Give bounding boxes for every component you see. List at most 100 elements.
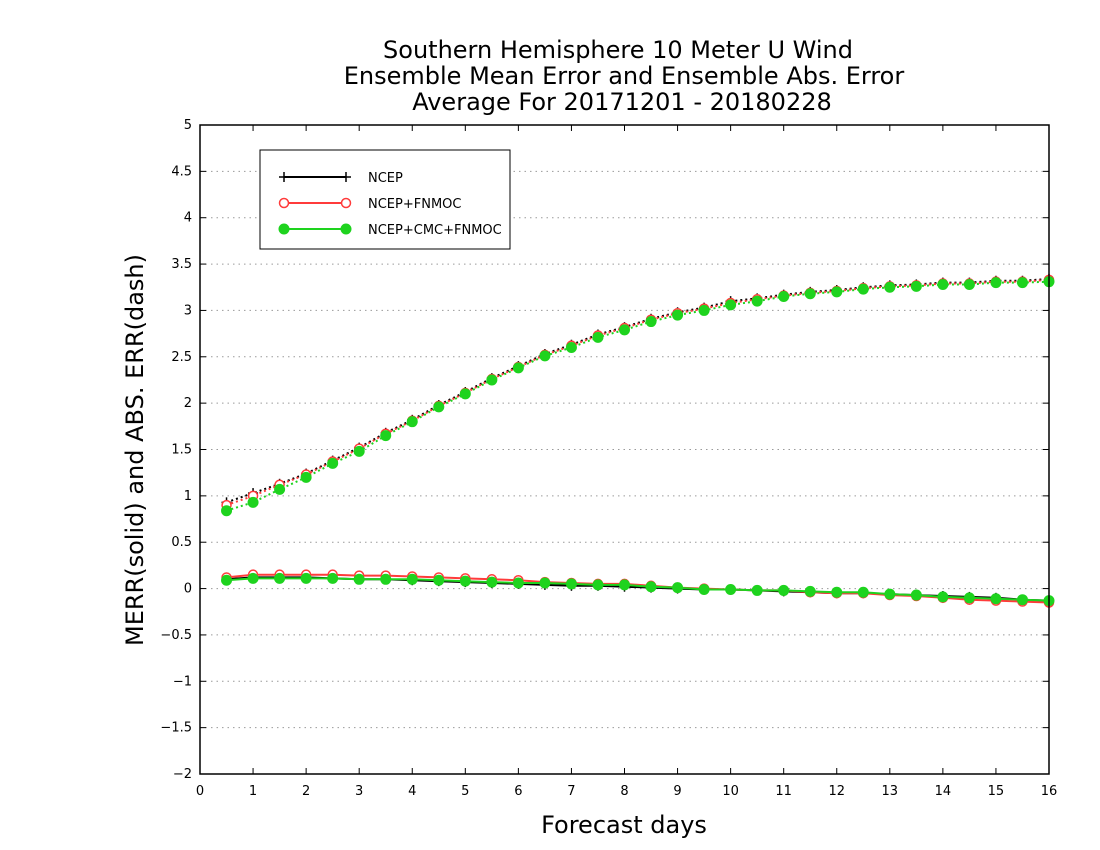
merr-point-ncep-cmc-fnmoc [274,572,286,584]
legend-marker-end-ncep-cmc-fnmoc [340,223,352,235]
merr-point-ncep-cmc-fnmoc [937,591,949,603]
abs-err-point-ncep-cmc-fnmoc [512,362,524,374]
y-tick-label: 3.5 [171,257,192,272]
merr-point-ncep-cmc-fnmoc [300,572,312,584]
abs-err-line-ncep-cmc-fnmoc [226,280,1050,512]
legend: NCEP NCEP+FNMOC NCEP+CMC+FNMOC [259,149,511,250]
x-tick-label: 3 [355,784,363,799]
abs-err-point-ncep-cmc-fnmoc [884,281,896,293]
abs-err-point-ncep-cmc-fnmoc [751,295,763,307]
merr-point-ncep-cmc-fnmoc [380,573,392,585]
y-tick-label: −2 [173,767,192,782]
abs-err-point-ncep-cmc-fnmoc [831,286,843,298]
legend-marker-end-ncep [341,172,351,182]
abs-err-point-ncep-cmc-fnmoc [539,350,551,362]
y-axis-title: MERR(solid) and ABS. ERR(dash) [121,254,149,646]
x-tick-label: 15 [988,784,1005,799]
abs-err-point-ncep-cmc-fnmoc [327,457,339,469]
x-tick-label: 13 [882,784,899,799]
y-tick-label: 4 [184,211,192,226]
legend-label-ncep: NCEP [368,171,403,186]
axis-ticks: −2−1.5−1−0.500.511.522.533.544.550 1 2 3 4 5 6… [160,118,1057,799]
merr-point-ncep-cmc-fnmoc [645,581,657,593]
abs-err-line-ncep-fnmoc [226,278,1050,507]
merr-point-ncep-cmc-fnmoc [565,578,577,590]
legend-marker-start-ncep-cmc-fnmoc [278,223,290,235]
merr-point-ncep-cmc-fnmoc [672,582,684,594]
x-tick-label: 14 [935,784,952,799]
abs-err-point-ncep-cmc-fnmoc [274,483,286,495]
x-tick-label: 0 [196,784,204,799]
merr-point-ncep-cmc-fnmoc [353,573,365,585]
merr-point-ncep-cmc-fnmoc [831,586,843,598]
abs-err-point-ncep-cmc-fnmoc [565,342,577,354]
merr-point-ncep-cmc-fnmoc [512,577,524,589]
y-tick-label: 5 [184,118,192,133]
abs-err-point-ncep-cmc-fnmoc [1016,277,1028,289]
merr-point-ncep-cmc-fnmoc [963,592,975,604]
merr-point-ncep-cmc-fnmoc [698,583,710,595]
y-tick-label: 2 [184,396,192,411]
x-tick-label: 2 [302,784,310,799]
merr-point-ncep-cmc-fnmoc [910,589,922,601]
legend-entry-ncep-cmc-fnmoc: NCEP+CMC+FNMOC [278,223,502,238]
merr-point-ncep-cmc-fnmoc [592,579,604,591]
series-layer [221,273,1055,608]
x-tick-label: 12 [828,784,845,799]
x-tick-label: 4 [408,784,416,799]
abs-err-point-ncep-cmc-fnmoc [247,496,259,508]
abs-err-point-ncep-cmc-fnmoc [778,291,790,303]
y-tick-label: 4.5 [171,164,192,179]
x-tick-label: 6 [514,784,522,799]
x-tick-label: 7 [567,784,575,799]
legend-entry-ncep: NCEP [279,171,403,186]
abs-err-point-ncep-cmc-fnmoc [804,288,816,300]
legend-marker-start-ncep [279,172,289,182]
abs-err-point-ncep-cmc-fnmoc [937,278,949,290]
y-tick-label: 0 [184,582,192,597]
x-tick-label: 1 [249,784,257,799]
abs-err-point-ncep-cmc-fnmoc [406,416,418,428]
merr-point-ncep-cmc-fnmoc [486,576,498,588]
y-tick-label: 0.5 [171,535,192,550]
y-tick-label: −1 [173,674,192,689]
abs-err-point-ncep-cmc-fnmoc [963,278,975,290]
title-line-2: Ensemble Mean Error and Ensemble Abs. Er… [344,62,905,90]
x-tick-label: 10 [722,784,739,799]
y-tick-label: 1 [184,489,192,504]
y-tick-label: −1.5 [160,721,192,736]
merr-point-ncep-cmc-fnmoc [804,585,816,597]
abs-err-point-ncep-cmc-fnmoc [353,445,365,457]
merr-point-ncep-cmc-fnmoc [1016,594,1028,606]
abs-err-point-ncep-cmc-fnmoc [592,331,604,343]
merr-point-ncep-cmc-fnmoc [221,574,233,586]
merr-point-ncep-cmc-fnmoc [327,572,339,584]
title-line-1: Southern Hemisphere 10 Meter U Wind [383,36,853,64]
legend-box [259,149,511,250]
merr-point-ncep-cmc-fnmoc [619,579,630,591]
legend-entry-ncep-fnmoc: NCEP+FNMOC [278,197,461,212]
y-tick-label: 3 [184,303,192,318]
x-tick-label: 11 [775,784,792,799]
abs-err-point-ncep-cmc-fnmoc [725,299,737,311]
merr-point-ncep-cmc-fnmoc [778,584,790,596]
merr-point-ncep-cmc-fnmoc [433,574,445,586]
chart-title: Southern Hemisphere 10 Meter U Wind Ense… [344,36,905,116]
legend-marker-start-ncep-fnmoc [278,197,290,209]
merr-point-ncep-cmc-fnmoc [857,586,869,598]
merr-point-ncep-cmc-fnmoc [751,584,763,596]
series-ncep-cmc-fnmoc [221,276,1055,607]
abs-err-point-ncep-cmc-fnmoc [380,430,392,442]
merr-point-ncep-cmc-fnmoc [406,573,418,585]
abs-err-point-ncep-cmc-fnmoc [433,401,445,413]
abs-err-point-ncep-cmc-fnmoc [910,280,922,292]
series-ncep-fnmoc [221,274,1055,608]
title-line-3: Average For 20171201 - 20180228 [412,88,832,116]
abs-err-point-ncep-cmc-fnmoc [486,374,498,386]
merr-point-ncep-cmc-fnmoc [725,583,737,595]
merr-point-ncep-cmc-fnmoc [990,593,1002,605]
abs-err-point-ncep-cmc-fnmoc [221,505,233,517]
abs-err-point-ncep-cmc-fnmoc [672,309,684,321]
legend-label-ncep-cmc-fnmoc: NCEP+CMC+FNMOC [368,223,502,238]
abs-err-point-ncep-cmc-fnmoc [645,316,657,328]
